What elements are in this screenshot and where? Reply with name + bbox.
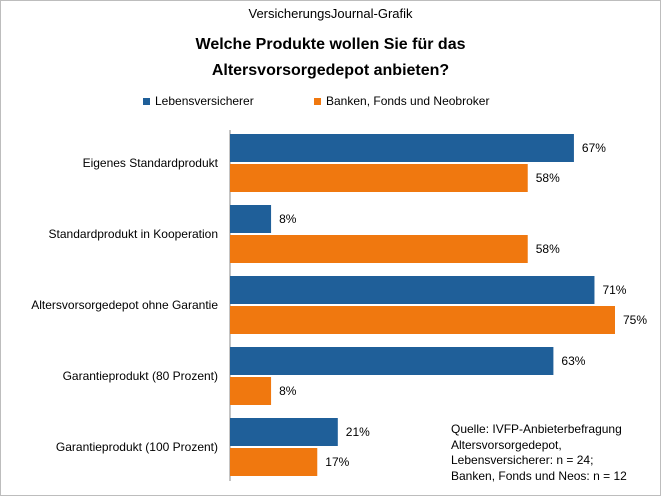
data-label: 8% (279, 384, 297, 398)
chart-title-line-2: Altersvorsorgedepot anbieten? (211, 62, 450, 79)
bar-series-1 (230, 134, 574, 162)
bar-series-2 (230, 448, 318, 476)
data-label: 58% (536, 242, 560, 256)
data-label: 75% (623, 313, 647, 327)
legend-item-series-2: Banken, Fonds und Neobroker (314, 94, 489, 108)
data-label: 67% (582, 141, 606, 155)
data-label: 58% (536, 171, 560, 185)
source-note-line-3: Lebensversicherer: n = 24; (451, 453, 594, 467)
bar-series-1 (230, 276, 595, 304)
data-label: 8% (279, 212, 297, 226)
category-label: Standardprodukt in Kooperation (49, 227, 218, 241)
bar-series-1 (230, 205, 272, 233)
data-label: 71% (602, 283, 626, 297)
legend-swatch-series-2 (314, 97, 321, 105)
bar-series-2 (230, 306, 615, 334)
category-label: Altersvorsorgedepot ohne Garantie (31, 298, 218, 312)
legend-label-series-2: Banken, Fonds und Neobroker (326, 94, 490, 108)
data-label: 21% (346, 425, 370, 439)
data-label: 63% (561, 354, 585, 368)
legend-label-series-1: Lebensversicherer (155, 94, 254, 108)
source-label: VersicherungsJournal-Grafik (248, 6, 413, 21)
bar-series-2 (230, 235, 528, 263)
source-note: Quelle: IVFP-Anbieterbefragung Altersvor… (451, 422, 656, 484)
source-note-line-2: Altersvorsorgedepot, (451, 437, 562, 452)
bar-series-2 (230, 164, 528, 192)
category-label: Eigenes Standardprodukt (83, 156, 219, 170)
source-note-line-1: Quelle: IVFP-Anbieterbefragung (451, 422, 622, 436)
bar-series-1 (230, 347, 554, 375)
bar-series-2 (230, 377, 272, 405)
category-label: Garantieprodukt (100 Prozent) (56, 440, 218, 454)
legend-item-series-1: Lebensversicherer (143, 94, 254, 108)
chart-title: Welche Produkte wollen Sie für das Alter… (0, 32, 661, 84)
bar-series-1 (230, 418, 338, 446)
legend-swatch-series-1 (143, 97, 150, 105)
source-note-line-4: Banken, Fonds und Neos: n = 12 (451, 468, 627, 483)
data-label: 17% (325, 455, 349, 469)
legend: Lebensversicherer Banken, Fonds und Neob… (0, 94, 661, 110)
category-label: Garantieprodukt (80 Prozent) (63, 369, 218, 383)
chart-title-line-1: Welche Produkte wollen Sie für das (195, 36, 466, 53)
